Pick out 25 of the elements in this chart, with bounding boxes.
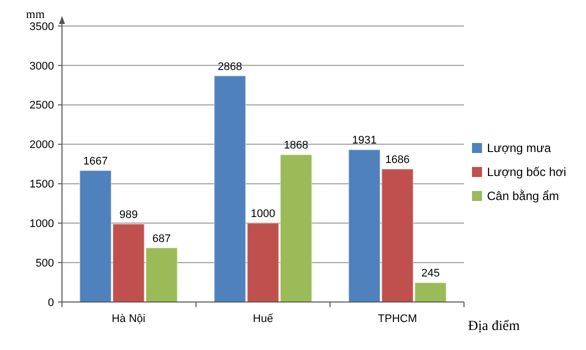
legend-label: Cân bằng ẩm — [487, 189, 560, 204]
y-tick-label: 0 — [48, 296, 54, 309]
x-tick-label: Huế — [252, 313, 274, 325]
data-label: 2868 — [218, 60, 242, 73]
data-label: 989 — [119, 209, 138, 222]
data-label: 1000 — [250, 208, 276, 220]
y-tick-label: 1500 — [30, 178, 54, 191]
y-tick-label: 1000 — [30, 218, 54, 230]
legend-label: Lượng mưa — [487, 141, 552, 156]
y-tick-label: 2500 — [30, 100, 54, 112]
y-tick-label: 500 — [36, 257, 54, 270]
y-tick-label: 2000 — [30, 139, 54, 152]
data-label: 245 — [421, 268, 440, 280]
y-tick-label: 3000 — [30, 60, 54, 72]
data-label: 687 — [152, 232, 171, 245]
legend-label: Lượng bốc hơi — [487, 165, 566, 180]
x-tick-label: Hà Nội — [112, 313, 146, 325]
data-label: 1931 — [352, 134, 377, 147]
y-tick-label: 3500 — [30, 20, 54, 33]
x-axis-title: Địa điểm — [468, 319, 520, 334]
data-label: 1868 — [284, 140, 308, 152]
y-axis-title: mm — [26, 7, 46, 21]
data-label: 1686 — [385, 154, 410, 166]
x-tick-label: TPHCM — [378, 313, 418, 325]
data-label: 1667 — [83, 156, 108, 168]
